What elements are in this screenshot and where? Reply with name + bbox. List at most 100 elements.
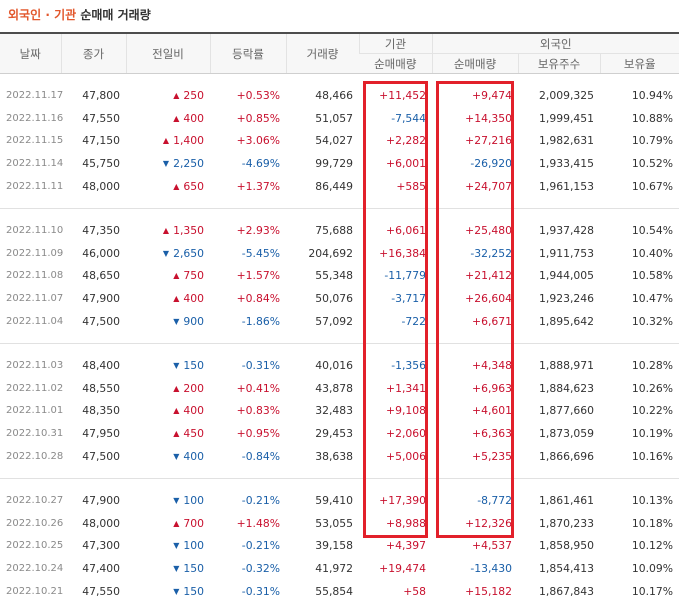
page-title: 외국인 · 기관 순매매 거래량	[8, 4, 151, 26]
table-row: 2022.10.26 48,000 ▲ 700 +1.48% 53,055 +8,988 +1…	[0, 512, 679, 535]
table-row: 2022.11.11 48,000 ▲ 650 +1.37% 86,449 +585 +24,…	[0, 175, 679, 198]
foreign-holding-cell: 1,944,005	[539, 269, 594, 283]
foreign-ratio-cell: 10.19%	[631, 427, 673, 441]
diff-value: 900	[183, 315, 204, 329]
close-cell: 48,000	[82, 180, 120, 194]
group-spacer-cell	[0, 209, 679, 219]
header-foreign-group: 외국인	[431, 33, 679, 54]
date-cell: 2022.10.26	[6, 517, 64, 529]
institution-net-cell: +6,061	[386, 223, 426, 237]
volume-cell: 204,692	[308, 246, 353, 260]
diff-cell: ▲ 750	[126, 265, 210, 288]
close-cell: 47,550	[82, 585, 120, 599]
diff-value: 750	[183, 269, 204, 283]
date-cell: 2022.11.07	[6, 293, 64, 305]
up-triangle-icon: ▲	[173, 271, 180, 281]
diff-cell: ▼ 100	[126, 535, 210, 558]
header-foreign-net: 순매매량	[431, 53, 518, 74]
volume-cell: 55,348	[315, 269, 353, 283]
group-divider-cell	[0, 208, 679, 209]
foreign-holding-cell: 2,009,325	[539, 88, 594, 102]
down-triangle-icon: ▼	[162, 248, 170, 258]
title-foreign: 외국인	[8, 8, 42, 22]
volume-cell: 48,466	[315, 88, 353, 102]
down-triangle-icon: ▼	[173, 564, 180, 574]
header-institution-net: 순매매량	[359, 53, 432, 74]
foreign-ratio-cell: 10.94%	[631, 88, 673, 102]
down-triangle-icon: ▼	[173, 541, 180, 551]
foreign-holding-cell: 1,933,415	[539, 157, 594, 171]
foreign-net-cell: -26,920	[470, 157, 512, 171]
foreign-holding-cell: 1,854,413	[539, 562, 594, 576]
group-spacer	[0, 344, 679, 354]
rate-cell: +1.57%	[236, 269, 280, 283]
rate-cell: -1.86%	[241, 315, 280, 329]
rate-cell: +0.83%	[236, 404, 280, 418]
header-diff: 전일비	[125, 33, 210, 74]
rate-cell: -0.21%	[241, 493, 280, 507]
rate-cell: +0.53%	[236, 88, 280, 102]
institution-net-cell: -11,779	[384, 269, 426, 283]
foreign-holding-cell: 1,999,451	[539, 111, 594, 125]
foreign-holding-cell: 1,923,246	[539, 292, 594, 306]
diff-value: 650	[183, 180, 204, 194]
foreign-net-cell: +4,601	[472, 404, 512, 418]
foreign-ratio-cell: 10.22%	[631, 404, 673, 418]
diff-value: 150	[183, 358, 204, 372]
diff-cell: ▲ 200	[126, 377, 210, 400]
institution-net-cell: -7,544	[391, 111, 426, 125]
group-spacer	[0, 209, 679, 219]
foreign-ratio-cell: 10.16%	[631, 450, 673, 464]
date-cell: 2022.11.16	[6, 112, 64, 124]
trading-table: 날짜 종가 전일비 등락률 거래량 기관 외국인 순매매량 순매매량 보유주수 …	[0, 32, 679, 613]
table-row: 2022.11.02 48,550 ▲ 200 +0.41% 43,878 +1,341 +6…	[0, 377, 679, 400]
close-cell: 47,400	[82, 562, 120, 576]
group-spacer-cell	[0, 468, 679, 479]
group-spacer-cell	[0, 479, 679, 489]
date-cell: 2022.10.21	[6, 586, 64, 598]
volume-cell: 40,016	[315, 358, 353, 372]
diff-cell: ▲ 250	[126, 84, 210, 107]
institution-net-cell: -1,356	[391, 358, 426, 372]
group-spacer	[0, 74, 679, 85]
date-cell: 2022.10.27	[6, 494, 64, 506]
rate-cell: -5.45%	[241, 246, 280, 260]
rate-cell: +1.48%	[236, 516, 280, 530]
header-foreign-holding: 보유주수	[517, 53, 600, 74]
header-close: 종가	[60, 33, 126, 74]
table-row: 2022.10.25 47,300 ▼ 100 -0.21% 39,158 +4,397 +4…	[0, 535, 679, 558]
group-spacer-cell	[0, 344, 679, 354]
table-row: 2022.10.31 47,950 ▲ 450 +0.95% 29,453 +2,060 +6…	[0, 422, 679, 445]
table-row: 2022.11.10 47,350 ▲ 1,350 +2.93% 75,688 +6,061…	[0, 219, 679, 242]
table-body: 2022.11.17 47,800 ▲ 250 +0.53% 48,466 +11,452 +…	[0, 74, 679, 613]
close-cell: 47,300	[82, 539, 120, 553]
institution-net-cell: +8,988	[386, 516, 426, 530]
diff-cell: ▲ 650	[126, 175, 210, 198]
diff-value: 100	[183, 539, 204, 553]
rate-cell: +3.06%	[236, 134, 280, 148]
diff-cell: ▲ 400	[126, 400, 210, 423]
rate-cell: -0.31%	[241, 358, 280, 372]
rate-cell: +0.84%	[236, 292, 280, 306]
group-spacer-cell	[0, 74, 679, 85]
table-row: 2022.11.04 47,500 ▼ 900 -1.86% 57,092 -722 +6,6…	[0, 310, 679, 333]
date-cell: 2022.11.10	[6, 224, 64, 236]
group-divider	[0, 478, 679, 479]
header-foreign-ratio: 보유율	[599, 53, 679, 74]
foreign-net-cell: +9,474	[472, 88, 512, 102]
group-divider	[0, 343, 679, 344]
foreign-net-cell: +15,182	[465, 585, 512, 599]
up-triangle-icon: ▲	[173, 518, 180, 528]
group-spacer-cell	[0, 603, 679, 613]
volume-cell: 39,158	[315, 539, 353, 553]
group-divider-cell	[0, 343, 679, 344]
volume-cell: 59,410	[315, 493, 353, 507]
table-row: 2022.11.17 47,800 ▲ 250 +0.53% 48,466 +11,452 +…	[0, 84, 679, 107]
close-cell: 47,350	[82, 223, 120, 237]
diff-value: 400	[183, 450, 204, 464]
foreign-net-cell: +5,235	[472, 450, 512, 464]
institution-net-cell: +16,384	[379, 246, 426, 260]
volume-cell: 51,057	[315, 111, 353, 125]
table-row: 2022.11.15 47,150 ▲ 1,400 +3.06% 54,027 +2,282…	[0, 130, 679, 153]
down-triangle-icon: ▼	[173, 495, 180, 505]
